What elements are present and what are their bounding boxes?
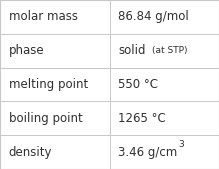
Text: 550 °C: 550 °C xyxy=(118,78,158,91)
Text: melting point: melting point xyxy=(9,78,88,91)
Text: density: density xyxy=(9,146,52,159)
Text: boiling point: boiling point xyxy=(9,112,83,125)
Text: 1265 °C: 1265 °C xyxy=(118,112,166,125)
Text: 86.84 g/mol: 86.84 g/mol xyxy=(118,10,189,23)
Text: 3: 3 xyxy=(178,140,184,149)
Text: 3.46 g/cm: 3.46 g/cm xyxy=(118,146,178,159)
Text: solid: solid xyxy=(118,44,146,57)
Text: molar mass: molar mass xyxy=(9,10,78,23)
Text: phase: phase xyxy=(9,44,44,57)
Text: (at STP): (at STP) xyxy=(152,46,188,55)
